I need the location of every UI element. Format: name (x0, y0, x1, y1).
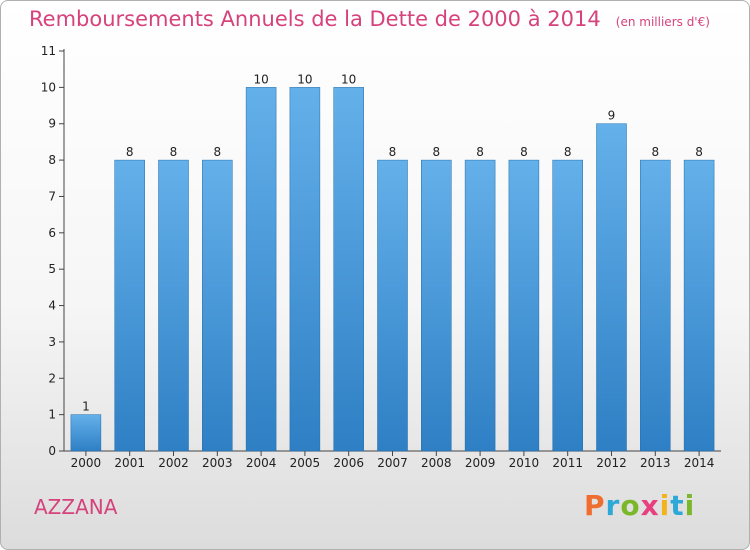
x-tick-label: 2010 (509, 456, 540, 470)
bar (158, 159, 189, 452)
data-label: 8 (170, 145, 178, 159)
logo-letter: i (684, 489, 696, 522)
title-row: Remboursements Annuels de la Dette de 20… (29, 7, 710, 31)
y-tick-label: 7 (48, 189, 56, 203)
x-tick-label: 2013 (640, 456, 671, 470)
data-label: 8 (695, 145, 703, 159)
data-label: 8 (651, 145, 659, 159)
proxiti-logo: Proxiti (584, 489, 695, 522)
logo-letter: r (605, 489, 621, 522)
data-label: 10 (297, 72, 312, 86)
bar (508, 159, 540, 452)
y-tick-label: 10 (41, 80, 56, 94)
logo-letter: o (620, 489, 641, 522)
x-tick-label: 2001 (114, 456, 145, 470)
x-tick-label: 2008 (421, 456, 452, 470)
data-label: 10 (253, 72, 268, 86)
logo-letter: t (670, 489, 685, 522)
x-tick-label: 2000 (71, 456, 102, 470)
data-label: 1 (82, 400, 90, 414)
data-label: 8 (389, 145, 397, 159)
data-label: 8 (476, 145, 484, 159)
bar (245, 87, 277, 452)
data-label: 9 (608, 109, 616, 123)
logo-letter: x (640, 489, 660, 522)
bar (464, 159, 496, 452)
x-tick-label: 2007 (377, 456, 408, 470)
y-tick-label: 11 (41, 44, 56, 58)
bar (202, 159, 233, 452)
y-tick-label: 8 (48, 153, 56, 167)
x-tick-label: 2014 (684, 456, 715, 470)
x-tick-label: 2009 (465, 456, 496, 470)
bar (596, 123, 627, 452)
x-tick-label: 2005 (290, 456, 321, 470)
x-tick-label: 2002 (158, 456, 189, 470)
x-axis: 2000 2001 2002 2003 2004 2005 2006 2007 2008 2009… (64, 450, 721, 470)
data-label: 8 (213, 145, 221, 159)
y-tick-label: 1 (48, 408, 56, 422)
data-label: 8 (520, 145, 528, 159)
y-tick-label: 2 (48, 371, 56, 385)
y-axis: 0 1 2 3 4 5 6 7 8 9 10 11 (41, 44, 65, 458)
bar (377, 159, 408, 452)
bar (421, 159, 452, 452)
data-label: 10 (341, 72, 356, 86)
y-tick-label: 0 (48, 444, 56, 458)
bar (640, 159, 671, 452)
y-tick-label: 4 (48, 299, 56, 313)
bar (70, 414, 102, 452)
bars (70, 87, 715, 452)
bar (289, 87, 321, 452)
commune-name: AZZANA (34, 495, 118, 519)
data-label: 8 (564, 145, 572, 159)
x-tick-label: 2006 (333, 456, 364, 470)
logo-letter: P (584, 489, 606, 522)
chart-title: Remboursements Annuels de la Dette de 20… (29, 7, 601, 31)
bar (552, 159, 583, 452)
y-tick-label: 6 (48, 226, 56, 240)
data-label: 8 (432, 145, 440, 159)
bar (683, 159, 715, 452)
data-labels: 1 8 8 8 10 10 10 8 8 8 8 8 9 8 8 (82, 72, 703, 413)
x-tick-label: 2012 (596, 456, 627, 470)
y-tick-label: 3 (48, 335, 56, 349)
bar (114, 159, 145, 452)
bar (333, 87, 364, 452)
y-tick-label: 9 (48, 117, 56, 131)
x-tick-label: 2011 (552, 456, 583, 470)
logo-letter: i (659, 489, 671, 522)
chart-subtitle: (en milliers d'€) (615, 15, 710, 29)
y-tick-label: 5 (48, 262, 56, 276)
x-tick-label: 2004 (246, 456, 277, 470)
x-tick-label: 2003 (202, 456, 233, 470)
data-label: 8 (126, 145, 134, 159)
